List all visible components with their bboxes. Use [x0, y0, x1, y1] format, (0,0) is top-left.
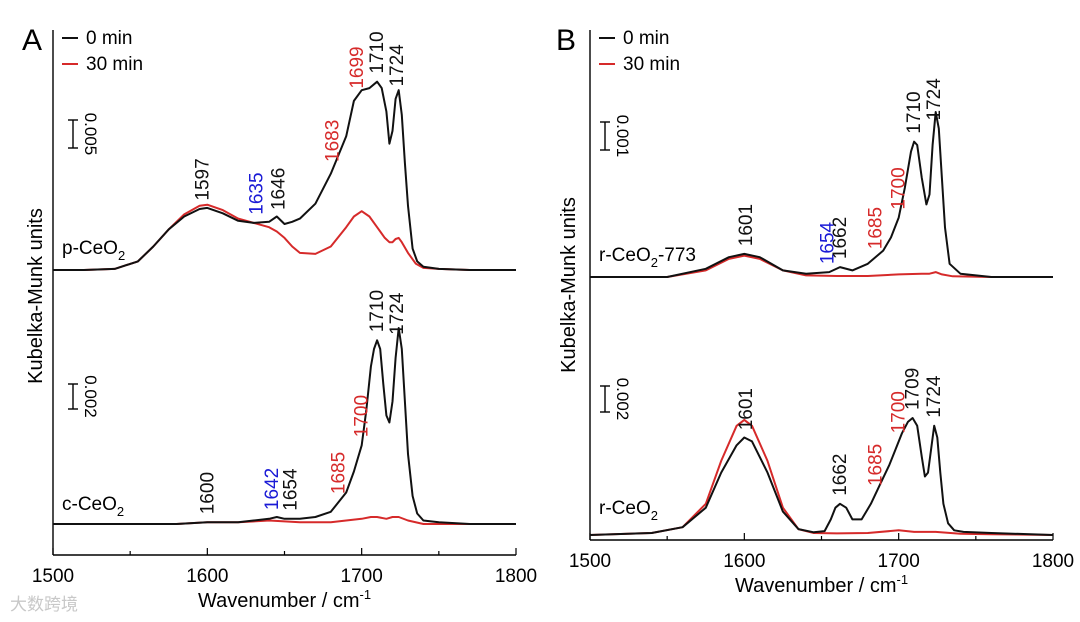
legend-label: 0 min	[86, 28, 132, 49]
scale-bar-label: 0.002	[81, 375, 100, 418]
peak-label: 1683	[322, 120, 343, 162]
scale-bar-label: 0.002	[613, 378, 632, 421]
x-tick-label: 1600	[723, 551, 765, 572]
panel-b: 1500 1600 1700 1800 Wavenumber / cm-1 Kubelka…	[556, 24, 1074, 597]
peak-label: 1662	[830, 217, 851, 259]
panel-letter: A	[22, 24, 42, 57]
legend-label: 30 min	[86, 54, 143, 75]
sample-label-subscript: 2	[118, 248, 125, 263]
peak-label: 1654	[281, 468, 302, 511]
peak-label: 1710	[904, 91, 925, 133]
peak-label: 1724	[387, 44, 408, 87]
peak-label: 1710	[367, 31, 388, 73]
peak-label: 1646	[268, 168, 289, 210]
y-axis-label: Kubelka-Munk units	[25, 208, 47, 384]
sample-label-subscript: 2	[651, 255, 658, 270]
x-axis-label: Wavenumber / cm-1	[735, 572, 908, 597]
sample-label: r-CeO2-773	[599, 245, 696, 270]
sample-label: r-CeO2	[599, 498, 658, 523]
sample-label: c-CeO2	[62, 494, 124, 519]
y-axis-label: Kubelka-Munk units	[558, 197, 580, 373]
x-tick-label: 1700	[878, 551, 920, 572]
x-tick-label: 1600	[186, 566, 228, 587]
peak-label: 1635	[247, 172, 268, 214]
peak-label: 1601	[736, 388, 757, 430]
sample-label-subscript: 2	[117, 504, 124, 519]
spectrum-30min-line	[53, 203, 516, 271]
peak-label: 1724	[924, 78, 945, 121]
spectrum-0min-line	[53, 80, 516, 271]
panel-a: 1500 1600 1700 1800 Wavenumber / cm-1 Kubelka…	[22, 24, 537, 612]
spectrum-30min-line	[590, 254, 1053, 278]
x-axis-label-superscript: -1	[896, 572, 908, 587]
spectrum-30min-line	[589, 418, 1054, 536]
x-tick-label: 1800	[1032, 551, 1074, 572]
peak-label: 1700	[352, 395, 373, 437]
legend-label: 0 min	[623, 28, 669, 49]
sample-label-text: p-CeO	[62, 238, 118, 259]
x-axis-label-text: Wavenumber / cm	[198, 590, 360, 612]
peak-label: 1700	[889, 391, 910, 433]
scale-bar-label: 0.001	[613, 115, 632, 158]
peak-label: 1685	[329, 452, 350, 494]
spectrum-0min-line	[590, 111, 1053, 278]
x-axis-label-superscript: -1	[359, 587, 371, 602]
x-axis-label-text: Wavenumber / cm	[735, 575, 897, 597]
peak-label: 1642	[262, 468, 283, 510]
peak-label: 1654	[818, 221, 839, 264]
watermark-text: 大数跨境	[10, 595, 78, 614]
spectrum-0min-line	[53, 327, 516, 525]
peak-label: 1601	[736, 204, 757, 246]
sample-label-text: c-CeO	[62, 494, 117, 515]
x-tick-label: 1500	[569, 551, 611, 572]
peak-label: 1600	[197, 472, 218, 514]
peak-label: 1724	[924, 375, 945, 418]
legend-label: 30 min	[623, 54, 680, 75]
peak-label: 1709	[903, 368, 924, 410]
x-tick-label: 1800	[495, 566, 537, 587]
spectrum-0min-line	[589, 417, 1054, 536]
peak-label: 1700	[889, 167, 910, 209]
peak-label: 1662	[830, 454, 851, 496]
peak-label: 1699	[347, 46, 368, 88]
peak-label: 1710	[367, 290, 388, 332]
x-axis-label: Wavenumber / cm-1	[198, 587, 371, 612]
sample-label-text: r-CeO	[599, 498, 651, 519]
peak-label: 1685	[866, 444, 887, 486]
sample-label: p-CeO2	[62, 238, 125, 263]
peak-label: 1597	[193, 158, 214, 200]
sample-label-suffix: -773	[658, 245, 696, 266]
scale-bar-label: 0.005	[81, 113, 100, 156]
peak-label: 1724	[387, 292, 408, 335]
peak-label: 1685	[866, 207, 887, 249]
x-tick-label: 1500	[32, 566, 74, 587]
sample-label-subscript: 2	[651, 508, 658, 523]
panel-letter: B	[556, 24, 576, 57]
sample-label-text: r-CeO	[599, 245, 651, 266]
x-tick-label: 1700	[341, 566, 383, 587]
